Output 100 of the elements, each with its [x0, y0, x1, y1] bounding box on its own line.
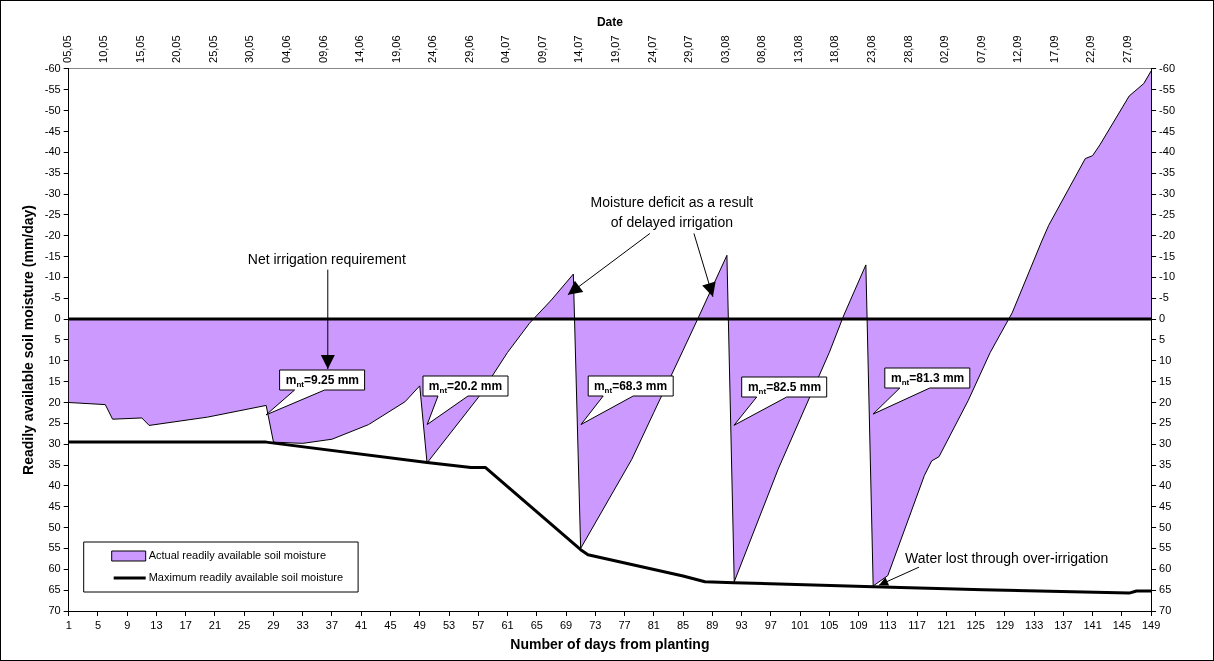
y-tick-label: 60 — [48, 562, 61, 575]
x2-tick-label: 13,08 — [791, 35, 804, 63]
x2-tick-label: 19,06 — [389, 35, 402, 63]
y2-tick-label: -20 — [1159, 228, 1176, 241]
y2-tick-label: -5 — [1159, 291, 1169, 304]
x2-tick-label: 29,06 — [462, 35, 475, 63]
x-tick-label: 137 — [1054, 618, 1073, 631]
x-tick-label: 109 — [849, 618, 868, 631]
x-tick-label: 141 — [1083, 618, 1102, 631]
y2-tick-label: 65 — [1159, 583, 1172, 596]
x2-tick-label: 08,08 — [755, 35, 768, 63]
y2-tick-label: -55 — [1159, 82, 1176, 95]
x-tick-label: 77 — [618, 618, 631, 631]
x2-tick-label: 03,08 — [718, 35, 731, 63]
x-tick-label: 49 — [413, 618, 426, 631]
x-tick-label: 117 — [908, 618, 926, 631]
y-tick-label: -30 — [44, 187, 61, 200]
x2-tick-label: 07,09 — [974, 35, 987, 63]
y-tick-label: 35 — [48, 458, 61, 471]
x-tick-label: 149 — [1141, 618, 1161, 631]
y2-tick-label: 60 — [1159, 562, 1172, 575]
y2-tick-label: -25 — [1159, 207, 1176, 220]
x2-tick-label: 18,08 — [828, 35, 841, 63]
y-tick-label: -60 — [44, 61, 61, 74]
y2-tick-label: 35 — [1159, 458, 1172, 471]
y2-tick-label: -35 — [1159, 166, 1176, 179]
y-tick-label: 45 — [48, 499, 61, 512]
y-tick-label: 0 — [54, 312, 61, 325]
y2-tick-label: 5 — [1159, 332, 1166, 345]
y2-tick-label: -45 — [1159, 124, 1176, 137]
x2-tick-label: 10,05 — [97, 35, 110, 63]
y-tick-label: 5 — [54, 332, 61, 345]
x-tick-label: 61 — [501, 618, 514, 631]
x2-tick-label: 30,05 — [243, 35, 256, 63]
y-tick-label: 10 — [48, 353, 61, 366]
y-tick-label: 65 — [48, 583, 61, 596]
y-tick-label: -45 — [44, 124, 61, 137]
x-tick-label: 65 — [530, 618, 543, 631]
y-tick-label: -15 — [44, 249, 61, 262]
y-tick-label: -50 — [44, 103, 61, 116]
x-tick-label: 93 — [735, 618, 748, 631]
x2-tick-label: 12,09 — [1011, 35, 1024, 63]
x2-tick-label: 14,06 — [353, 35, 366, 63]
y2-tick-label: 0 — [1159, 312, 1166, 325]
x-tick-label: 37 — [325, 618, 339, 631]
x-axis-title: Number of days from planting — [510, 636, 710, 653]
y-tick-label: 50 — [48, 520, 61, 533]
x-tick-label: 105 — [820, 618, 839, 631]
x2-tick-label: 19,07 — [609, 35, 622, 63]
y2-tick-label: 30 — [1159, 437, 1172, 450]
x-tick-label: 21 — [208, 618, 222, 631]
y2-tick-label: -10 — [1159, 270, 1176, 283]
x-tick-label: 45 — [384, 618, 397, 631]
x2-axis-title: Date — [596, 14, 624, 29]
y2-tick-label: -60 — [1159, 61, 1176, 74]
x-tick-label: 69 — [559, 618, 573, 631]
y-axis-title: Readily available soil moisture (mm/day) — [20, 204, 37, 475]
x2-tick-label: 09,06 — [316, 35, 329, 63]
y-tick-label: 30 — [48, 437, 61, 450]
annotation: Moisture deficit as a result of delayed irrigation — [590, 194, 754, 231]
x-tick-label: 17 — [179, 618, 192, 631]
annotation: Net irrigation requirement — [247, 250, 406, 267]
y2-tick-label: -40 — [1159, 145, 1176, 158]
annotation: Water lost through over-irrigation — [905, 550, 1109, 567]
x-tick-label: 73 — [589, 618, 602, 631]
y-tick-label: 20 — [48, 395, 61, 408]
x-tick-label: 53 — [442, 618, 456, 631]
x2-tick-label: 09,07 — [535, 35, 548, 63]
x-tick-label: 97 — [764, 618, 777, 631]
x2-tick-label: 24,07 — [645, 35, 658, 63]
x-tick-label: 121 — [937, 618, 956, 631]
annotation: m$_{nt}$=9.25 mm — [284, 372, 361, 391]
y2-tick-label: 45 — [1159, 499, 1172, 512]
x-tick-label: 57 — [472, 618, 485, 631]
y-tick-label: 70 — [48, 604, 61, 617]
x-tick-label: 81 — [647, 618, 660, 631]
legend-label: Maximum readily available soil moisture — [148, 571, 344, 584]
legend-label: Actual readily available soil moisture — [148, 549, 327, 562]
x2-tick-label: 23,08 — [865, 35, 878, 63]
x-tick-label: 133 — [1024, 618, 1044, 631]
x-tick-label: 5 — [94, 618, 102, 631]
x-tick-label: 101 — [790, 618, 810, 631]
x-tick-label: 145 — [1112, 618, 1132, 631]
y-tick-label: -5 — [50, 291, 61, 304]
annotation: m$_{nt}$=20.2 mm — [427, 378, 504, 397]
annotation: m$_{nt}$=68.3 mm — [592, 378, 669, 397]
x2-tick-label: 22,09 — [1084, 35, 1097, 63]
y2-tick-label: 10 — [1159, 353, 1172, 366]
y2-tick-label: -50 — [1159, 103, 1176, 116]
x2-tick-label: 05,05 — [60, 35, 73, 63]
y2-tick-label: 15 — [1159, 374, 1172, 387]
x-tick-label: 125 — [966, 618, 985, 631]
x2-tick-label: 15,05 — [133, 35, 146, 63]
y2-tick-label: 70 — [1159, 604, 1172, 617]
x-tick-label: 33 — [296, 618, 309, 631]
x2-tick-label: 25,05 — [206, 35, 219, 63]
x-tick-label: 9 — [124, 618, 131, 631]
y-tick-label: -55 — [44, 82, 61, 95]
x-tick-label: 25 — [238, 618, 251, 631]
y-tick-label: -25 — [44, 207, 61, 220]
